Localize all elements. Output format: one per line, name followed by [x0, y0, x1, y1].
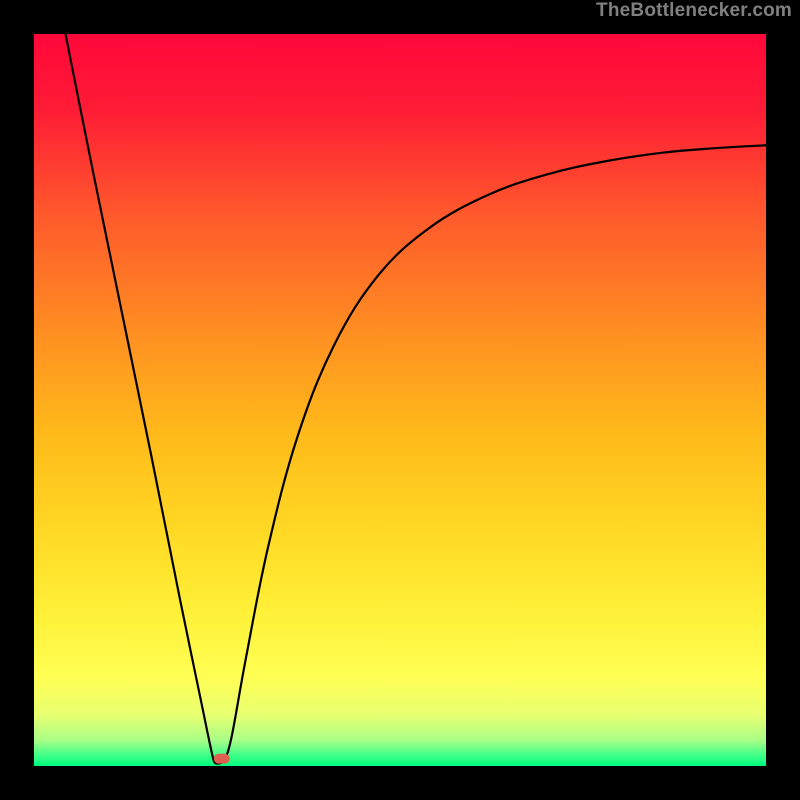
chart-background-gradient: [34, 34, 766, 766]
optimum-marker: [214, 754, 230, 764]
bottleneck-chart: [0, 0, 800, 800]
watermark-text: TheBottlenecker.com: [596, 0, 792, 22]
